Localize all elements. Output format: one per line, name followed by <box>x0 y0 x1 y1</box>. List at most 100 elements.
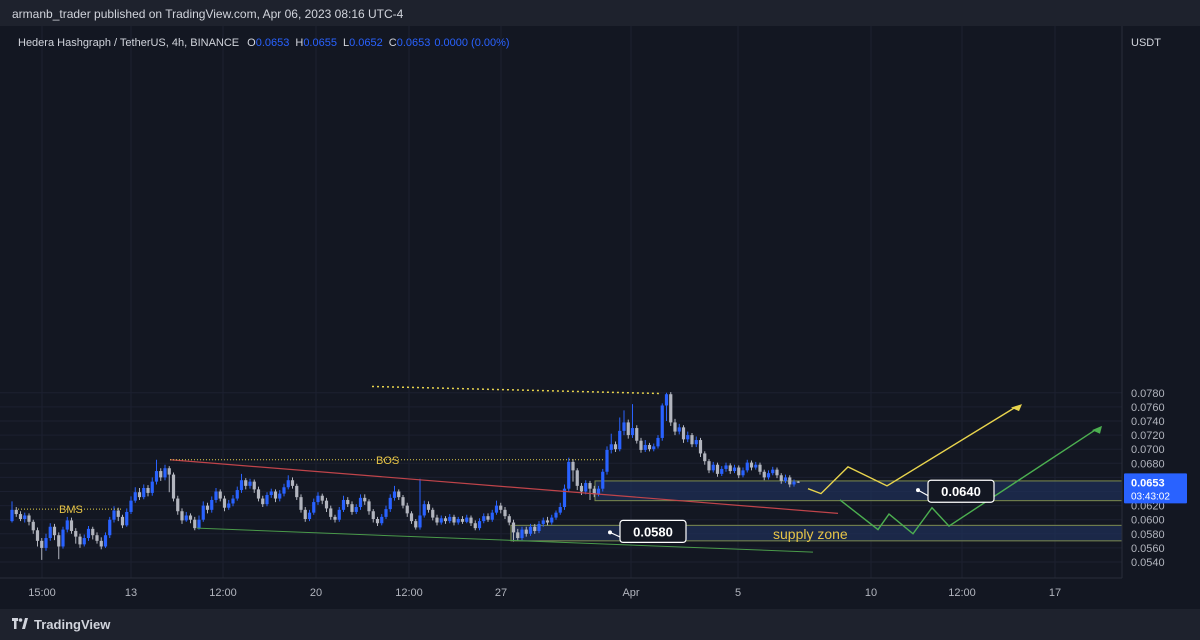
candle-body <box>278 493 282 499</box>
candle-body <box>329 508 333 517</box>
candle <box>235 486 239 501</box>
candle <box>227 499 231 510</box>
candle <box>656 435 660 449</box>
candle <box>545 516 550 526</box>
candle-body <box>91 528 95 536</box>
candle-body <box>732 467 737 472</box>
candle <box>290 477 295 489</box>
candle <box>511 519 516 542</box>
candle <box>720 466 724 476</box>
candle-body <box>44 538 48 548</box>
candle <box>677 423 681 435</box>
candle-body <box>125 511 129 526</box>
candle-body <box>244 480 248 486</box>
candle <box>533 523 537 534</box>
candle-body <box>779 475 783 481</box>
price-chart[interactable]: BMS BOS OB supply zone 0.0640 0.0580 USD… <box>0 26 1200 609</box>
candle-body <box>720 468 724 474</box>
candle-body <box>358 497 363 508</box>
candle <box>550 514 554 525</box>
tradingview-brand[interactable]: TradingView <box>34 617 111 632</box>
last-price-value: 0.0653 <box>1131 477 1165 489</box>
candle <box>146 485 150 497</box>
candle-body <box>448 516 452 522</box>
candle-body <box>86 528 91 539</box>
time-tick-label: Apr <box>622 587 639 599</box>
candle-body <box>116 510 120 517</box>
tradingview-logo-icon[interactable] <box>12 618 28 630</box>
candle <box>222 495 227 512</box>
candle <box>40 538 44 560</box>
candle-body <box>171 474 176 499</box>
candle <box>329 505 333 520</box>
currency-label: USDT <box>1131 37 1161 49</box>
candle-body <box>426 504 431 510</box>
candle <box>312 498 316 515</box>
candle-body <box>613 444 618 450</box>
order-block-zone[interactable] <box>594 480 1123 502</box>
candle <box>307 509 312 522</box>
candle <box>630 404 635 438</box>
candle-body <box>673 422 677 432</box>
price-tick-label: 0.0760 <box>1131 402 1165 414</box>
high-value: 0.0655 <box>303 37 337 49</box>
descending-trendline-green[interactable] <box>196 527 814 553</box>
candle-body <box>299 497 303 510</box>
candle <box>669 392 673 426</box>
candle <box>295 483 299 500</box>
candle-body <box>677 427 681 432</box>
candle <box>643 440 647 453</box>
candle-body <box>664 394 669 406</box>
time-tick-label: 12:00 <box>209 587 237 599</box>
candle-body <box>439 518 443 523</box>
candle-body <box>422 504 426 516</box>
candle <box>193 516 197 531</box>
candle-body <box>694 440 698 445</box>
projection-path-yellow[interactable] <box>807 406 1017 495</box>
price-tick-label: 0.0620 <box>1131 501 1165 513</box>
candle <box>10 501 14 523</box>
descending-trendline-red[interactable] <box>169 459 839 514</box>
candle-body <box>486 516 490 520</box>
projection-path-green[interactable] <box>839 428 1097 535</box>
candle-body <box>754 464 758 468</box>
candle-body <box>707 461 711 471</box>
candle-body <box>95 535 99 541</box>
candle-body <box>494 505 499 513</box>
candle-body <box>507 516 511 523</box>
candle <box>473 520 477 531</box>
candle <box>197 515 201 530</box>
price-callout-upper[interactable]: 0.0640 <box>916 479 995 503</box>
candle-body <box>401 497 405 506</box>
candle <box>694 436 698 448</box>
candle-body <box>635 428 639 441</box>
price-callout-lower[interactable]: 0.0580 <box>608 519 687 544</box>
candle-body <box>537 523 541 531</box>
candle <box>116 507 120 522</box>
candle-body <box>511 522 516 533</box>
candle <box>745 459 749 473</box>
candle <box>125 508 129 527</box>
candle-body <box>354 507 358 512</box>
candle-body <box>686 435 690 440</box>
candle <box>703 451 707 465</box>
time-axis[interactable]: 15:00 13 12:00 20 12:00 27 Apr 5 10 12:00 17 <box>0 577 1122 599</box>
close-label: C <box>389 37 397 49</box>
candle-body <box>184 515 188 521</box>
candle <box>584 480 588 495</box>
candle <box>686 431 690 443</box>
time-tick-label: 20 <box>310 587 322 599</box>
candle-body <box>307 512 312 519</box>
candle-body <box>35 530 40 541</box>
candle <box>375 516 380 527</box>
candle-body <box>690 435 694 445</box>
open-label: O <box>247 37 256 49</box>
candle-body <box>541 520 545 524</box>
candle <box>554 510 558 520</box>
candle-body <box>409 513 414 522</box>
annotation-labels: BMS BOS OB supply zone 0.0640 0.0580 <box>59 455 995 544</box>
candle <box>371 509 375 523</box>
swing-high-dotted-line[interactable] <box>371 385 661 395</box>
candle <box>129 496 133 515</box>
candle-body <box>469 517 473 524</box>
